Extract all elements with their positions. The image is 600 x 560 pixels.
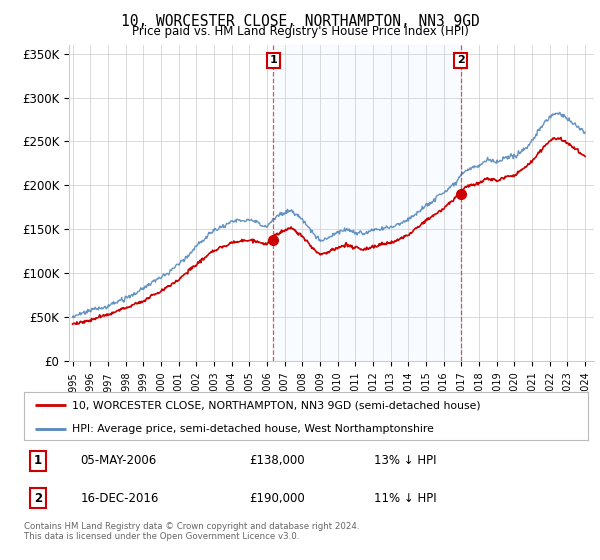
- Bar: [273, 45, 461, 361]
- Text: 05-MAY-2006: 05-MAY-2006: [80, 454, 157, 467]
- Text: 1: 1: [269, 55, 277, 66]
- Text: £190,000: £190,000: [250, 492, 305, 505]
- Text: 1: 1: [34, 454, 42, 467]
- Text: 10, WORCESTER CLOSE, NORTHAMPTON, NN3 9GD: 10, WORCESTER CLOSE, NORTHAMPTON, NN3 9G…: [121, 14, 479, 29]
- Text: 2: 2: [457, 55, 464, 66]
- Text: Price paid vs. HM Land Registry's House Price Index (HPI): Price paid vs. HM Land Registry's House …: [131, 25, 469, 38]
- Text: HPI: Average price, semi-detached house, West Northamptonshire: HPI: Average price, semi-detached house,…: [72, 424, 434, 434]
- Text: £138,000: £138,000: [250, 454, 305, 467]
- Text: 2: 2: [34, 492, 42, 505]
- Text: 11% ↓ HPI: 11% ↓ HPI: [374, 492, 436, 505]
- Text: 10, WORCESTER CLOSE, NORTHAMPTON, NN3 9GD (semi-detached house): 10, WORCESTER CLOSE, NORTHAMPTON, NN3 9G…: [72, 400, 481, 410]
- Text: 13% ↓ HPI: 13% ↓ HPI: [374, 454, 436, 467]
- Text: Contains HM Land Registry data © Crown copyright and database right 2024.
This d: Contains HM Land Registry data © Crown c…: [24, 522, 359, 542]
- Text: 16-DEC-2016: 16-DEC-2016: [80, 492, 159, 505]
